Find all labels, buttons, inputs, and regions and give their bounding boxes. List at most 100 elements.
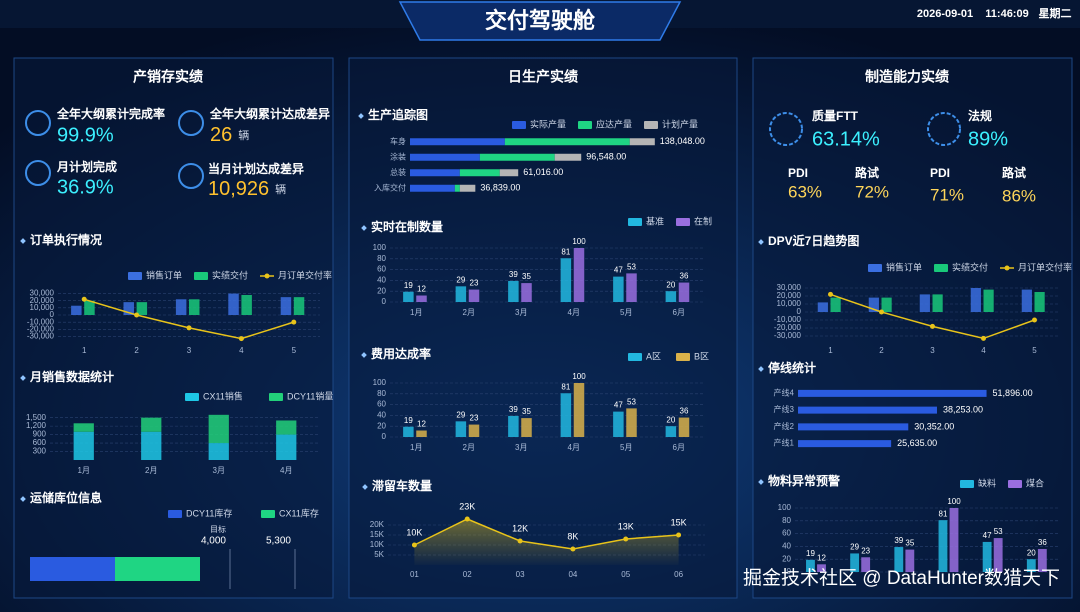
bar	[573, 383, 585, 437]
bar	[208, 414, 229, 444]
x-tick-label: 1	[828, 346, 833, 355]
y-tick-label: 0	[382, 297, 387, 306]
y-tick-label: 40	[377, 411, 386, 420]
kpi-icon	[769, 112, 803, 146]
legend-swatch	[128, 272, 142, 280]
data-label: 36	[680, 407, 689, 416]
bar	[554, 153, 582, 161]
bar	[508, 415, 519, 437]
area	[414, 519, 679, 565]
bar	[798, 406, 937, 414]
data-label: 19	[404, 416, 413, 425]
kpi-value: 26 辆	[210, 124, 249, 146]
total-label: 138,048.00	[660, 136, 705, 146]
bar	[241, 295, 252, 315]
y-tick-label: 总装	[390, 167, 406, 177]
bar	[508, 280, 519, 302]
bar	[868, 297, 879, 312]
kpi-icon	[178, 110, 204, 136]
data-label: 20	[666, 415, 675, 424]
bar	[73, 431, 94, 460]
bar	[228, 293, 239, 315]
chart-title: 运储库位信息	[30, 490, 102, 505]
y-tick-label: 20	[782, 554, 791, 563]
point	[879, 309, 884, 315]
y-tick-label: 100	[373, 378, 387, 387]
bar	[665, 291, 677, 302]
chart-title: 费用达成率	[371, 346, 431, 361]
bar	[455, 286, 467, 302]
kpi-value: 36.9%	[57, 176, 114, 198]
x-tick-label: 2	[134, 346, 139, 355]
point	[981, 335, 986, 341]
point	[238, 336, 244, 342]
y-tick-label: -30,000	[27, 332, 55, 341]
kpi-value: 71%	[930, 185, 964, 204]
weekday: 星期二	[1039, 6, 1072, 20]
y-tick-label: 0	[797, 307, 802, 316]
title-marker	[758, 366, 764, 372]
legend-swatch	[261, 510, 275, 518]
chart-title: 物料异常预警	[768, 473, 840, 488]
data-label: 20	[1027, 548, 1036, 557]
title-marker	[362, 484, 368, 490]
bar	[293, 297, 305, 315]
bar	[136, 302, 148, 315]
kpi-value: 63.14%	[812, 128, 880, 150]
bar	[410, 184, 455, 192]
legend-swatch	[194, 272, 208, 280]
bar	[455, 421, 467, 437]
bar	[454, 184, 460, 192]
data-label: 12	[417, 420, 426, 429]
data-label: 35	[522, 407, 531, 416]
x-tick-label: 2月	[145, 466, 157, 475]
bar	[817, 564, 826, 572]
bar	[416, 295, 427, 302]
y-tick-label: 车身	[390, 136, 406, 146]
x-tick-label: 4	[981, 346, 986, 355]
bar	[938, 520, 948, 572]
bar	[521, 283, 532, 302]
x-tick-label: 1月	[410, 443, 422, 452]
bar	[175, 299, 187, 315]
x-tick-label: 3	[930, 346, 935, 355]
legend-label: A区	[646, 351, 661, 361]
kpi-label: 质量FTT	[812, 108, 859, 123]
kpi-number: 26	[210, 124, 232, 146]
bar	[115, 557, 200, 581]
legend-swatch	[628, 218, 642, 226]
data-label: 100	[572, 372, 586, 381]
bar	[905, 549, 915, 572]
kpi-label: 法规	[968, 108, 992, 123]
panel	[13, 57, 334, 599]
bar	[983, 289, 994, 312]
kpi-icon	[25, 160, 51, 186]
legend-label: 销售订单	[146, 269, 182, 280]
data-label: 81	[939, 509, 948, 518]
y-tick-label: 600	[33, 438, 47, 447]
data-label: 25,635.00	[897, 438, 937, 448]
kpi-value: 72%	[855, 182, 889, 201]
target-label: 4,000	[201, 536, 226, 547]
x-tick-label: 5月	[620, 308, 632, 317]
bar	[678, 282, 690, 302]
bar	[665, 426, 677, 437]
y-tick-label: 0	[787, 567, 792, 576]
legend-label: DCY11销量	[287, 390, 333, 401]
data-label: 35	[905, 539, 914, 548]
data-label: 47	[983, 531, 992, 540]
watermark: 掘金技术社区 @ DataHunter数猎天下	[743, 567, 1060, 589]
legend-swatch	[676, 353, 690, 361]
y-tick-label: -30,000	[774, 331, 802, 340]
legend-swatch	[1008, 480, 1022, 488]
y-tick-label: 100	[373, 243, 387, 252]
point	[570, 546, 576, 552]
point	[623, 536, 629, 542]
bar	[403, 291, 414, 302]
bar	[403, 426, 414, 437]
data-label: 13K	[618, 521, 634, 531]
data-label: 36	[680, 272, 689, 281]
dashboard-title: 交付驾驶舱	[485, 8, 596, 33]
title-marker	[20, 496, 26, 502]
legend-label: 月订单交付率	[278, 269, 332, 280]
